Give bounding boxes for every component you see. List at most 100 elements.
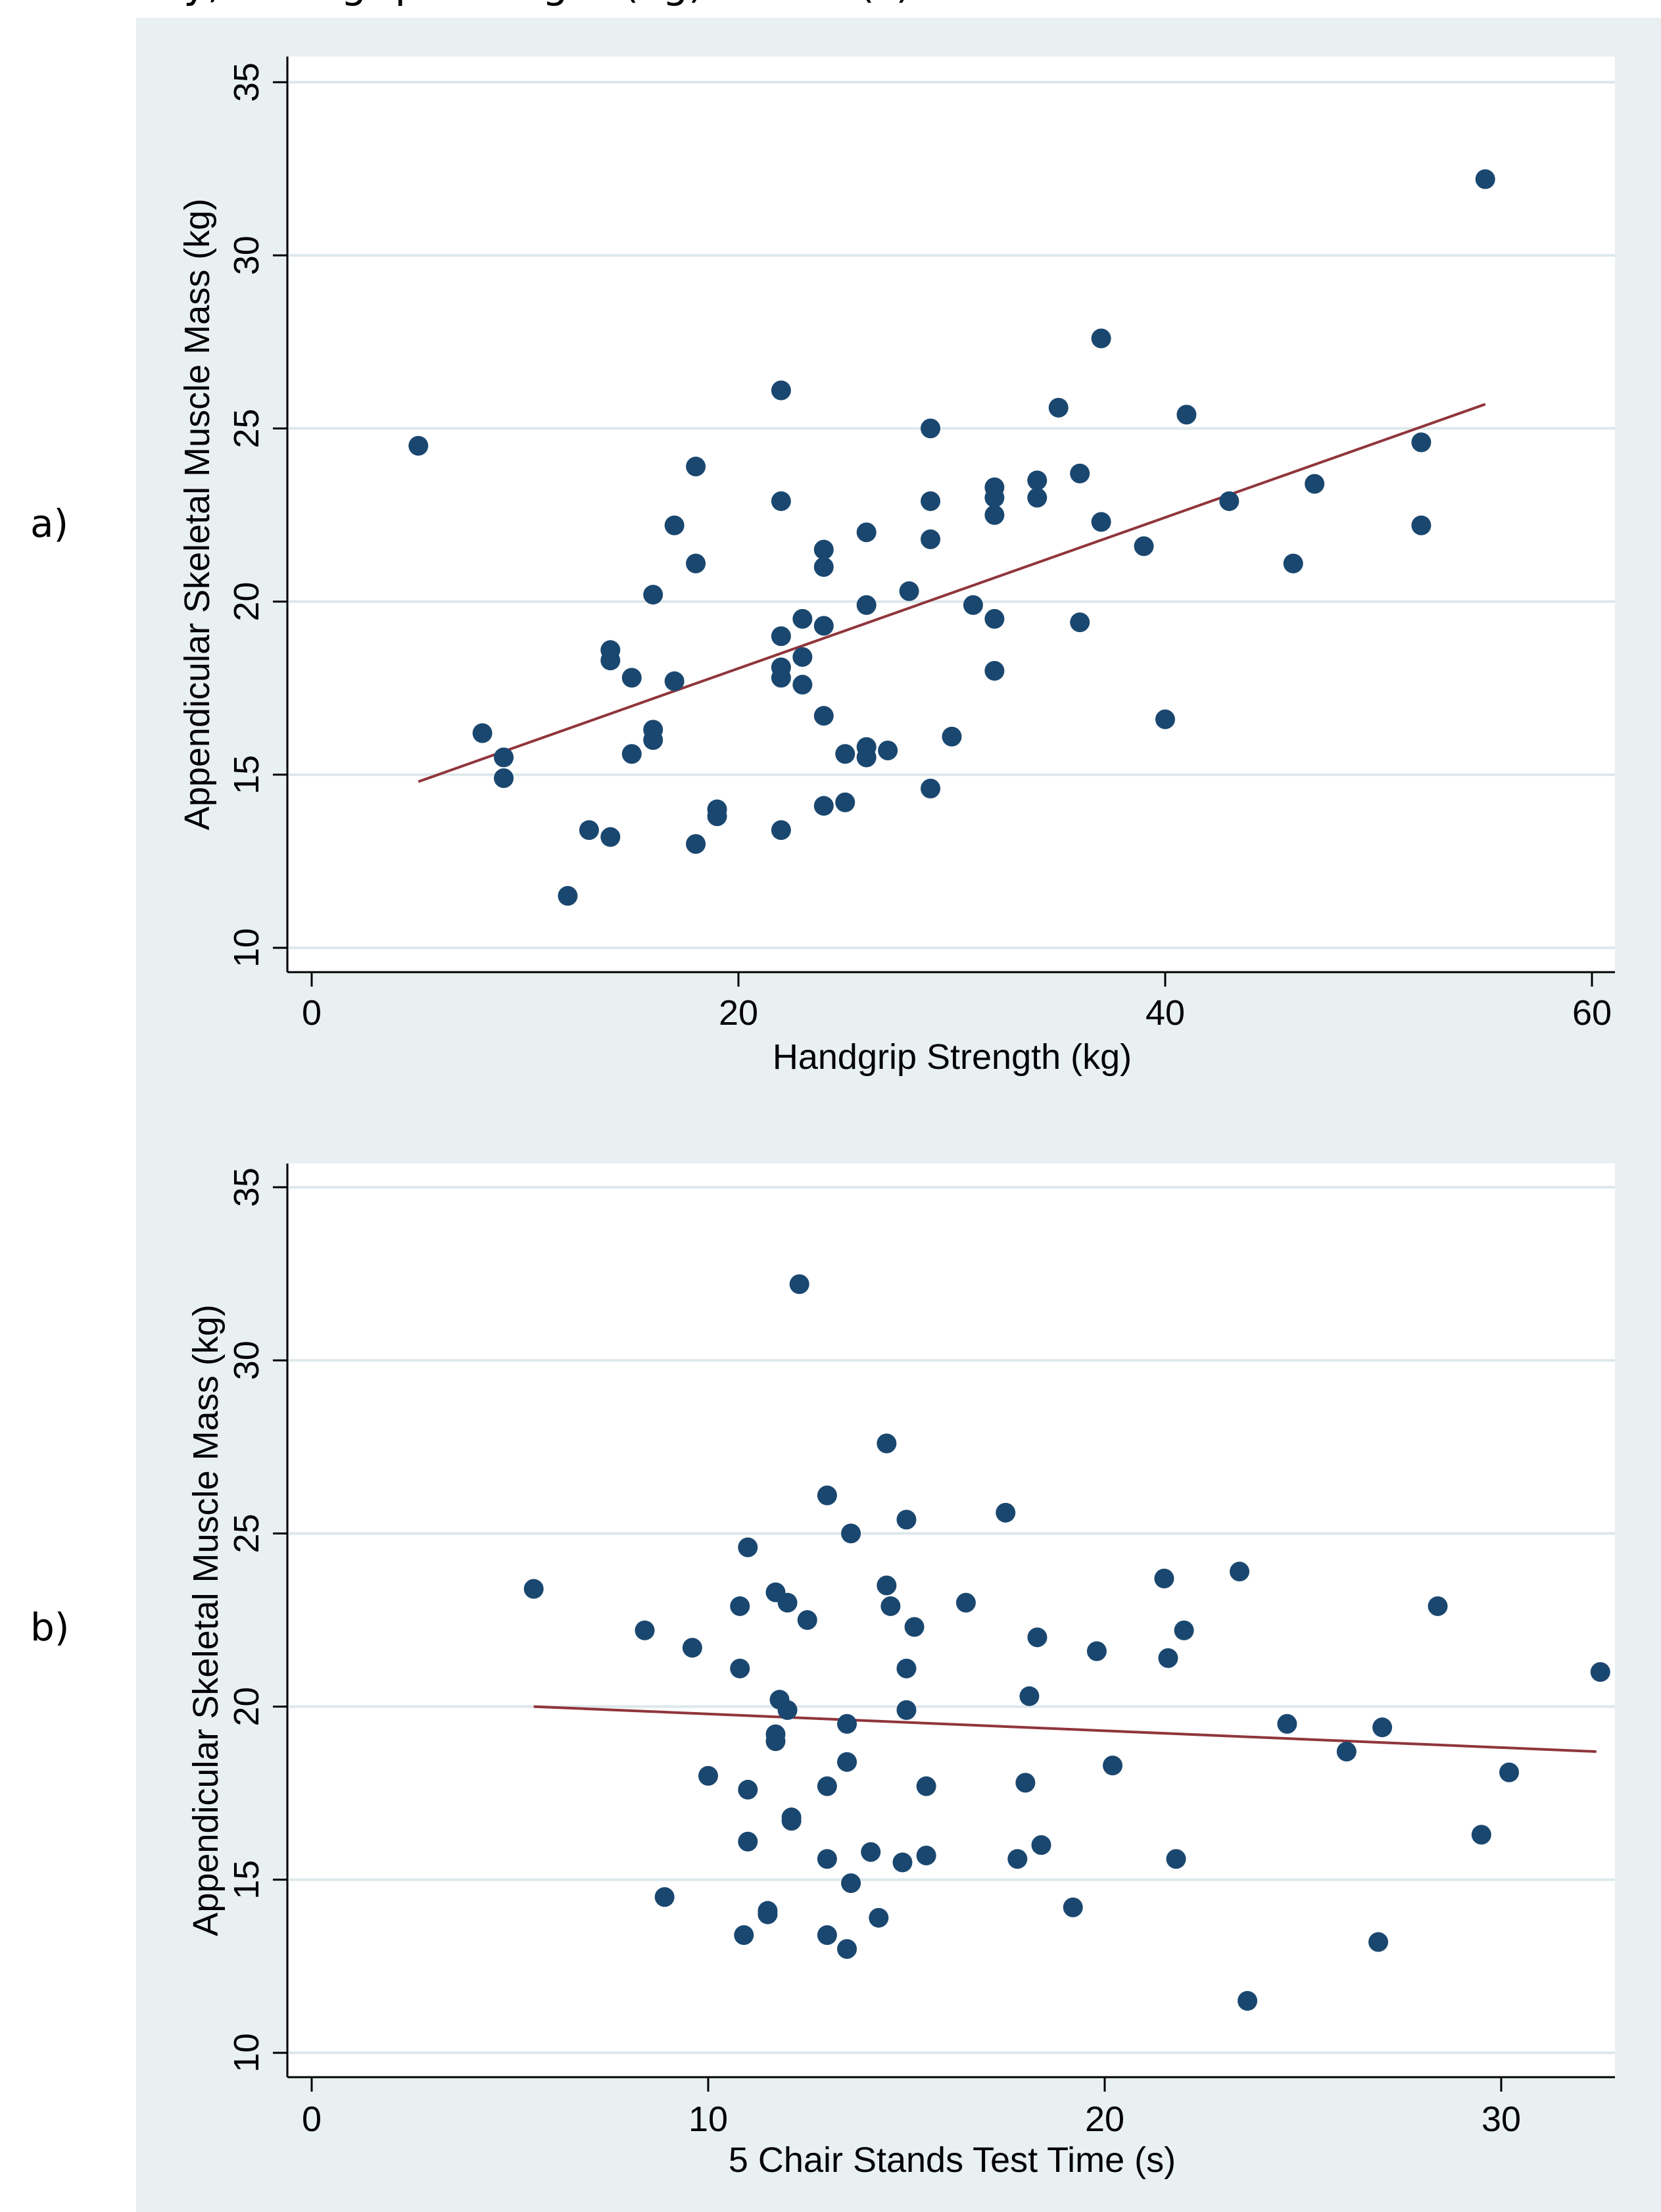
data-point xyxy=(1305,474,1325,494)
data-point xyxy=(963,595,983,615)
data-point xyxy=(984,505,1005,525)
data-point xyxy=(1086,1641,1107,1661)
data-point xyxy=(771,668,791,688)
data-point xyxy=(730,1596,750,1616)
data-point xyxy=(1428,1596,1448,1616)
data-point xyxy=(792,674,813,695)
x-tick-label: 10 xyxy=(688,2100,728,2139)
data-point xyxy=(896,1658,917,1679)
data-point xyxy=(494,747,514,768)
data-point xyxy=(921,529,941,549)
data-point xyxy=(600,827,621,847)
y-tick-label: 15 xyxy=(227,755,266,795)
data-point xyxy=(621,744,642,764)
data-point xyxy=(600,651,621,671)
data-point xyxy=(837,1713,857,1734)
y-tick-label: 30 xyxy=(227,235,266,275)
data-point xyxy=(1499,1762,1520,1782)
data-point xyxy=(984,660,1005,681)
y-tick-label: 35 xyxy=(227,1167,266,1207)
data-point xyxy=(813,539,834,560)
data-point xyxy=(817,1776,837,1796)
data-point xyxy=(856,522,877,543)
data-point xyxy=(942,726,962,747)
panel-label-b: b) xyxy=(30,1605,70,1650)
data-point xyxy=(880,1596,901,1616)
panel-label-a: a) xyxy=(30,501,69,546)
data-point xyxy=(771,380,791,401)
x-tick-label: 30 xyxy=(1481,2100,1521,2139)
data-point xyxy=(921,778,941,799)
data-point xyxy=(1411,515,1432,535)
data-point xyxy=(1336,1742,1357,1762)
y-tick-label: 25 xyxy=(227,408,266,448)
data-point xyxy=(621,668,642,688)
data-point xyxy=(837,1752,857,1772)
data-point xyxy=(792,608,813,629)
data-point xyxy=(813,556,834,577)
data-point xyxy=(1091,328,1111,349)
figure-caption-fragment: ... y, Handgrip Strength (kg) and ... (s… xyxy=(132,0,911,7)
plot-area xyxy=(289,1164,1615,2077)
data-point xyxy=(643,585,663,605)
data-point xyxy=(698,1765,718,1786)
data-point xyxy=(896,1700,917,1720)
fit-line xyxy=(418,403,1486,783)
data-point xyxy=(558,886,578,906)
fit-line xyxy=(533,1705,1597,1754)
x-tick-label: 0 xyxy=(302,993,322,1033)
y-tick-label: 30 xyxy=(227,1340,266,1380)
data-point xyxy=(635,1620,655,1640)
data-point xyxy=(664,671,685,691)
data-point xyxy=(738,1779,758,1800)
data-point xyxy=(408,435,429,456)
data-point xyxy=(1031,1835,1051,1856)
data-point xyxy=(817,1485,837,1506)
y-axis-label: Appendicular Skeletal Muscle Mass (kg) xyxy=(186,1304,226,1936)
data-point xyxy=(841,1523,861,1544)
data-point xyxy=(765,1731,786,1752)
data-point xyxy=(896,1510,917,1530)
y-tick-label: 10 xyxy=(227,928,266,968)
y-tick-label: 25 xyxy=(227,1513,266,1553)
data-point xyxy=(1019,1686,1040,1706)
data-point xyxy=(1174,1620,1194,1640)
data-point xyxy=(738,1537,758,1558)
data-point xyxy=(686,553,706,574)
data-point xyxy=(955,1592,976,1613)
data-point xyxy=(1372,1717,1393,1738)
data-point xyxy=(1155,709,1175,729)
x-tick-label: 20 xyxy=(1085,2100,1124,2139)
data-point xyxy=(869,1907,889,1928)
data-point xyxy=(892,1852,913,1873)
data-point xyxy=(494,768,514,789)
data-point xyxy=(1238,1991,1258,2011)
data-point xyxy=(916,1776,936,1796)
data-point xyxy=(1070,463,1090,483)
data-point xyxy=(817,1849,837,1869)
data-point xyxy=(921,418,941,439)
x-tick-label: 60 xyxy=(1572,993,1612,1033)
data-point xyxy=(1475,169,1495,189)
data-point xyxy=(1277,1713,1297,1734)
data-point xyxy=(904,1617,925,1637)
data-point xyxy=(523,1579,544,1599)
data-point xyxy=(777,1700,798,1720)
data-point xyxy=(792,647,813,667)
data-point xyxy=(758,1904,778,1925)
data-point xyxy=(1070,612,1090,633)
data-point xyxy=(771,491,791,511)
data-point xyxy=(877,1433,897,1454)
data-point xyxy=(472,723,493,743)
x-axis-label: Handgrip Strength (kg) xyxy=(773,1037,1132,1077)
data-point xyxy=(682,1638,702,1658)
data-point xyxy=(707,806,727,826)
data-point xyxy=(984,487,1005,508)
data-point xyxy=(654,1887,675,1907)
data-point xyxy=(643,730,663,750)
y-tick-label: 35 xyxy=(227,62,266,102)
data-point xyxy=(789,1274,809,1294)
data-point xyxy=(916,1845,936,1865)
data-point xyxy=(878,740,898,760)
x-axis-label: 5 Chair Stands Test Time (s) xyxy=(729,2140,1176,2180)
